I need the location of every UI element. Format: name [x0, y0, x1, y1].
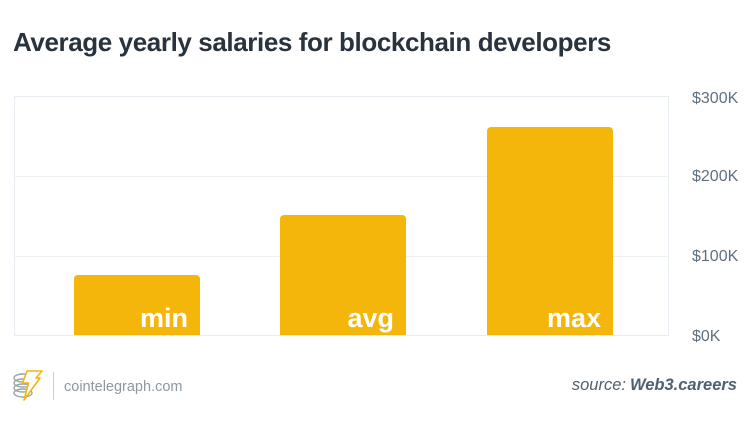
plot-area: min avg max [14, 96, 669, 336]
bar-min: min [74, 275, 200, 335]
chart-title: Average yearly salaries for blockchain d… [13, 27, 611, 57]
y-tick-0k: $0K [692, 328, 721, 345]
source-name-label: Web3.careers [629, 376, 737, 394]
y-tick-300k: $300K [692, 90, 739, 107]
bar-avg: avg [280, 215, 406, 335]
gridline-200k [15, 176, 668, 177]
y-tick-100k: $100K [692, 248, 739, 265]
bar-label-min: min [139, 302, 188, 333]
y-tick-200k: $200K [692, 168, 739, 185]
source-prefix-label: source: [571, 376, 626, 394]
footer-site-label: cointelegraph.com [64, 379, 183, 395]
bar-label-max: max [546, 302, 601, 333]
bar-label-avg: avg [347, 302, 394, 333]
bar-max: max [487, 127, 613, 335]
footer-divider [53, 372, 54, 400]
cointelegraph-logo-icon [13, 370, 43, 401]
source-attribution: source: Web3.careers [572, 376, 737, 395]
